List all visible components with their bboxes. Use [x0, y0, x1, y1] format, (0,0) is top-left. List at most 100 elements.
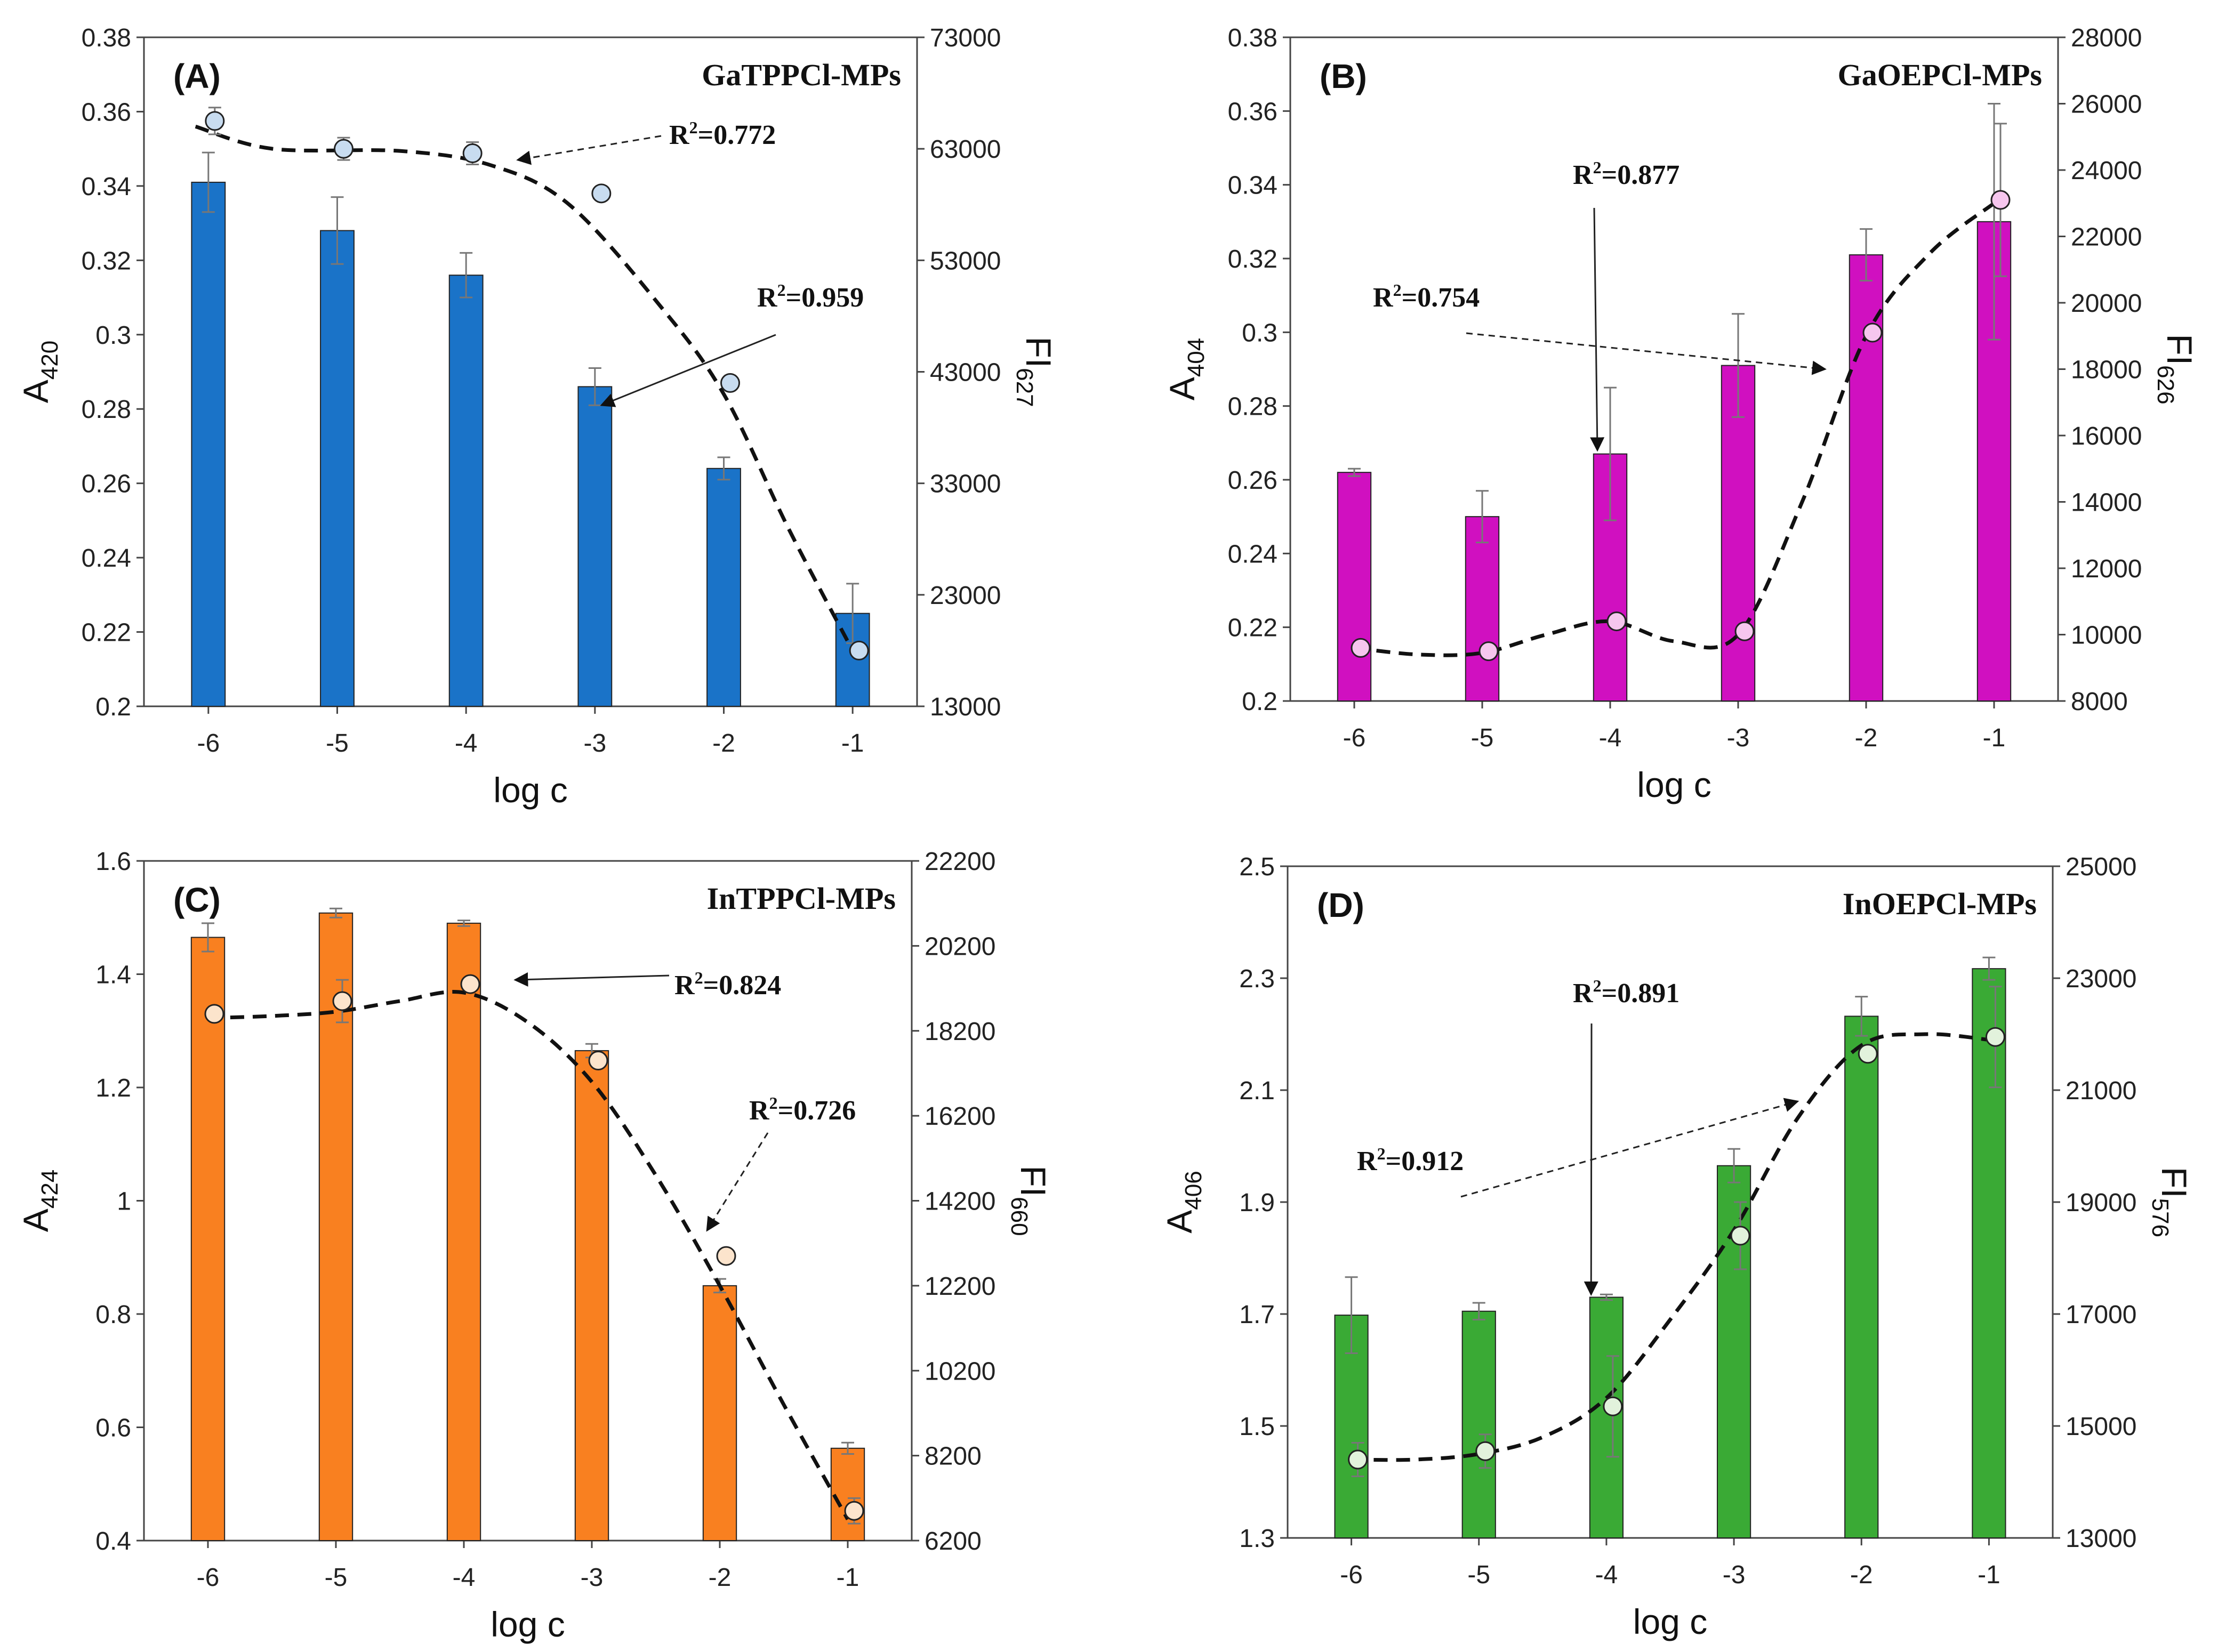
panel4-panel-title: InOEPCl-MPs	[1843, 887, 2037, 921]
panel4-data-point	[1858, 1044, 1878, 1064]
panel1-x-axis-label: log c	[493, 770, 567, 810]
panel3-y2-tick-label: 6200	[925, 1527, 982, 1556]
panel1-y2-tick-label: 53000	[930, 247, 1001, 275]
panel2-r2-arrow	[1590, 207, 1605, 452]
panel4-data-point	[1348, 1449, 1368, 1470]
panel2-y2-tick-label: 26000	[2071, 91, 2142, 119]
panel3-y-tick-label: 1	[117, 1188, 131, 1216]
panel4-bar	[1716, 1165, 1751, 1538]
panel3-y2-tick-label: 10200	[925, 1357, 995, 1385]
panel4-y2-tick-label: 21000	[2066, 1077, 2136, 1105]
panel3-bar	[830, 1447, 865, 1541]
panel4-plot-frame	[1287, 865, 2054, 1539]
panel2-bar	[1465, 516, 1500, 702]
panel2-y-tick-label: 0.32	[1228, 245, 1277, 273]
panel2-y-tick-label: 0.3	[1242, 319, 1277, 347]
panel1-y2-axis-label: FI627	[1011, 336, 1058, 407]
panel3-bar	[318, 912, 353, 1541]
panel2-data-point	[1734, 621, 1755, 641]
panel3-x-tick-label: -3	[581, 1564, 604, 1592]
panel1-data-point	[591, 183, 612, 204]
panel1-r2-label: R2=0.959	[757, 280, 864, 313]
panel4-r2-label: R2=0.912	[1357, 1144, 1464, 1176]
panel4-y-tick-label: 1.3	[1239, 1525, 1275, 1553]
panel4-y-tick-label: 1.5	[1239, 1413, 1275, 1441]
panel2-x-tick-label: -4	[1599, 724, 1622, 752]
panel4-y-tick-label: 2.1	[1239, 1077, 1275, 1105]
panel1-data-point	[462, 143, 483, 164]
panel2-y-tick-label: 0.24	[1228, 540, 1277, 568]
panel4-y-tick-label: 2.3	[1239, 965, 1275, 993]
panel2-y2-tick-label: 24000	[2071, 157, 2142, 185]
panel4-bar	[1461, 1310, 1496, 1538]
panel3-data-point	[844, 1501, 864, 1521]
panel1-y2-tick-label: 43000	[930, 359, 1001, 387]
panel2-y2-tick-label: 12000	[2071, 555, 2142, 583]
panel3-y-tick-label: 1.2	[95, 1074, 131, 1102]
panel1-data-point	[334, 139, 353, 159]
panel4-x-tick-label: -6	[1340, 1561, 1363, 1589]
panel2-panel-title: GaOEPCl-MPs	[1838, 58, 2042, 92]
panel2-y2-tick-label: 8000	[2071, 688, 2128, 716]
panel2-y2-tick-label: 10000	[2071, 622, 2142, 650]
panel1-bar	[191, 181, 226, 707]
panel3-y2-tick-label: 12200	[925, 1272, 995, 1301]
panel1-bar	[577, 386, 613, 707]
panel4-y2-tick-label: 15000	[2066, 1413, 2136, 1441]
panel4-panel-label: (D)	[1317, 886, 1364, 924]
panel1-x-tick-label: -5	[326, 729, 349, 757]
panel4-x-axis-label: log c	[1633, 1602, 1707, 1641]
panel3-r2-label: R2=0.726	[749, 1093, 856, 1126]
panel2-bar	[1337, 472, 1372, 702]
panel4-x-tick-label: -2	[1850, 1561, 1873, 1589]
panel1-r2-arrow	[600, 334, 776, 407]
panel4-y2-tick-label: 23000	[2066, 965, 2136, 993]
panel2-y2-axis-label: FI626	[2152, 334, 2199, 404]
panel4-y2-tick-label: 13000	[2066, 1525, 2136, 1553]
panel1-r2-label: R2=0.772	[669, 118, 776, 150]
panel1-data-point	[205, 111, 225, 131]
panel2-x-axis-label: log c	[1637, 765, 1711, 804]
panel3-r2-arrow	[513, 972, 670, 987]
panel1-y-tick-label: 0.38	[82, 24, 131, 52]
panel4-y2-tick-label: 25000	[2066, 853, 2136, 881]
panel1-y2-tick-label: 33000	[930, 470, 1001, 498]
panel4-data-point	[1730, 1226, 1750, 1246]
panel1-plot-frame	[143, 36, 918, 707]
panel2-data-point	[1862, 323, 1883, 343]
panel3-y2-tick-label: 18200	[925, 1018, 995, 1046]
panel2-plot-frame	[1289, 36, 2059, 702]
panel4-x-tick-label: -1	[1978, 1561, 2000, 1589]
panel1-fit-curve	[195, 124, 855, 652]
panel2-data-point	[1990, 190, 2011, 210]
panel1-x-tick-label: -6	[197, 729, 220, 757]
panel3-y2-tick-label: 16200	[925, 1102, 995, 1131]
panel2-y-tick-label: 0.38	[1228, 24, 1277, 52]
panel1-x-tick-label: -2	[712, 729, 735, 757]
panel4-y2-tick-label: 19000	[2066, 1189, 2136, 1217]
panel1-bar	[706, 468, 741, 707]
panel2-x-tick-label: -2	[1855, 724, 1878, 752]
panel3-y2-tick-label: 8200	[925, 1443, 982, 1471]
panel2-r2-arrow	[1466, 332, 1827, 375]
panel3-plot-frame	[143, 860, 913, 1542]
panel2-y2-tick-label: 22000	[2071, 223, 2142, 252]
panel4-y2-tick-label: 17000	[2066, 1301, 2136, 1329]
panel3-data-point	[332, 991, 352, 1011]
panel1-panel-title: GaTPPCl-MPs	[702, 58, 901, 92]
panel3-y2-tick-label: 22200	[925, 848, 995, 876]
panel2-fit-curve	[1354, 202, 1996, 657]
panel3-x-tick-label: -1	[837, 1564, 859, 1592]
panel3-fit-curve	[207, 989, 850, 1520]
panel4-x-tick-label: -4	[1595, 1561, 1618, 1589]
panel1-y-tick-label: 0.22	[82, 619, 131, 647]
panel1-y-tick-label: 0.3	[95, 321, 131, 350]
panel3-bar	[190, 937, 226, 1541]
panel4-data-point	[1603, 1396, 1623, 1416]
panel3-r2-label: R2=0.824	[674, 968, 781, 1001]
panel2-r2-label: R2=0.754	[1373, 280, 1480, 313]
panel3-y-axis-label: A424	[16, 1170, 63, 1232]
panel1-r2-arrow	[516, 135, 662, 165]
panel3-y2-axis-label: FI660	[1006, 1165, 1053, 1236]
panel2-y-tick-label: 0.34	[1228, 172, 1277, 200]
